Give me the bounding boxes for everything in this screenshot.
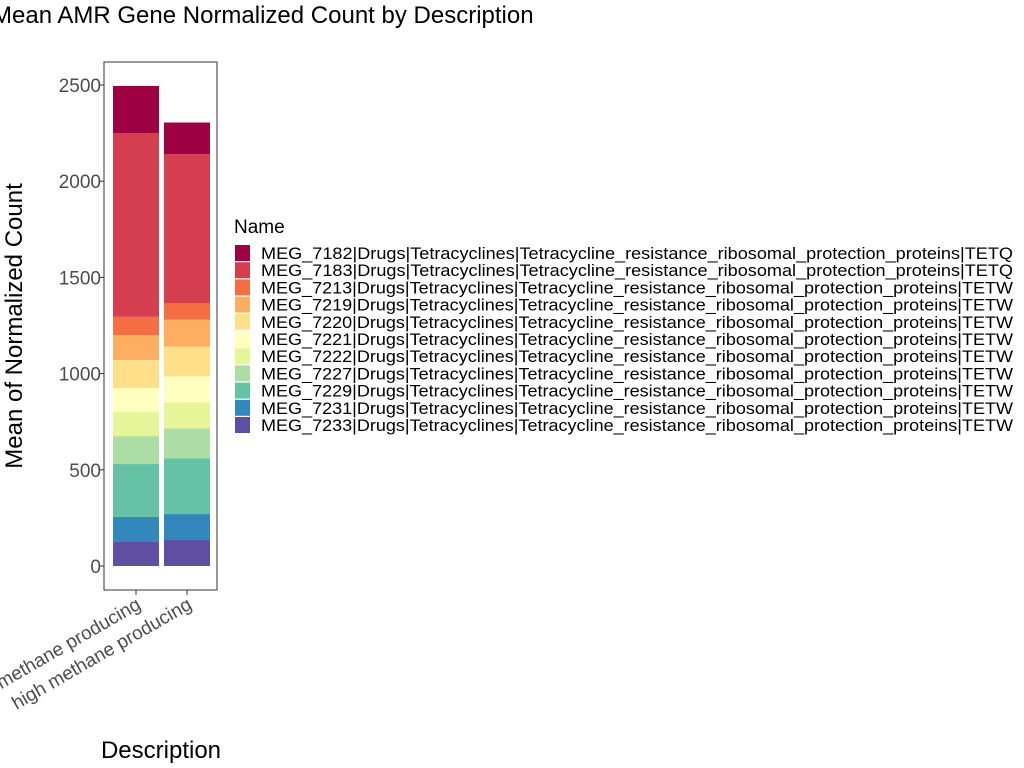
bar-segment (164, 319, 210, 347)
bar-segment (113, 85, 159, 134)
bar-segment (164, 428, 210, 459)
x-axis-title: Description (101, 737, 221, 764)
legend-swatch (235, 245, 250, 261)
legend-label: MEG_7183|Drugs|Tetracyclines|Tetracyclin… (261, 261, 1013, 280)
legend-swatch (235, 348, 250, 365)
chart-title: Mean AMR Gene Normalized Count by Descri… (0, 2, 534, 29)
bar-segment (113, 133, 159, 317)
bar-segment (113, 360, 159, 389)
bar-segment (113, 388, 159, 413)
bars-layer (113, 85, 210, 566)
bar-segment (164, 458, 210, 515)
bar-segment (113, 541, 159, 566)
y-axis: 0 500 1000 1500 2000 2500 (59, 76, 104, 578)
legend-swatch (235, 262, 250, 279)
bar-segment (113, 516, 159, 542)
legend-title: Name (234, 217, 285, 238)
legend-swatch (235, 365, 250, 382)
legend-swatch (235, 296, 250, 313)
bar-segment (164, 122, 210, 155)
y-tick-label: 500 (69, 461, 101, 482)
bar-segment (164, 376, 210, 403)
bar-segment (164, 346, 210, 377)
legend-label: MEG_7219|Drugs|Tetracyclines|Tetracyclin… (261, 296, 1013, 315)
legend-label: MEG_7221|Drugs|Tetracyclines|Tetracyclin… (261, 330, 1013, 349)
bar-segment (164, 514, 210, 541)
legend-label: MEG_7222|Drugs|Tetracyclines|Tetracyclin… (261, 347, 1013, 366)
legend-label: MEG_7220|Drugs|Tetracyclines|Tetracyclin… (261, 313, 1013, 332)
bar-segment (113, 436, 159, 465)
bar-segment (113, 464, 159, 517)
legend: Name MEG_7182|Drugs|Tetracyclines|Tetrac… (234, 217, 1013, 435)
bar-segment (113, 316, 159, 336)
bar-segment (164, 154, 210, 304)
y-tick-label: 2000 (59, 172, 101, 193)
legend-label: MEG_7231|Drugs|Tetracyclines|Tetracyclin… (261, 399, 1013, 418)
legend-swatch (235, 417, 250, 433)
legend-swatch (235, 399, 250, 416)
legend-swatch (235, 279, 250, 296)
legend-swatch (235, 313, 250, 330)
bar-segment (164, 303, 210, 320)
y-tick-label: 0 (90, 557, 101, 578)
y-axis-title: Mean of Normalized Count (1, 183, 28, 469)
y-tick-label: 1000 (59, 365, 101, 386)
bar-segment (164, 540, 210, 566)
plot-panel (103, 61, 218, 591)
legend-swatch (235, 382, 250, 399)
bar-segment (113, 412, 159, 437)
legend-label: MEG_7213|Drugs|Tetracyclines|Tetracyclin… (261, 278, 1013, 297)
bar-segment (164, 402, 210, 429)
legend-label: MEG_7229|Drugs|Tetracyclines|Tetracyclin… (261, 382, 1013, 401)
legend-label: MEG_7182|Drugs|Tetracyclines|Tetracyclin… (261, 244, 1013, 263)
y-tick-label: 2500 (59, 76, 101, 97)
legend-label: MEG_7233|Drugs|Tetracyclines|Tetracyclin… (261, 416, 1013, 435)
legend-swatch (235, 331, 250, 347)
y-tick-label: 1500 (59, 268, 101, 289)
bar-segment (113, 335, 159, 361)
legend-label: MEG_7227|Drugs|Tetracyclines|Tetracyclin… (261, 364, 1013, 383)
